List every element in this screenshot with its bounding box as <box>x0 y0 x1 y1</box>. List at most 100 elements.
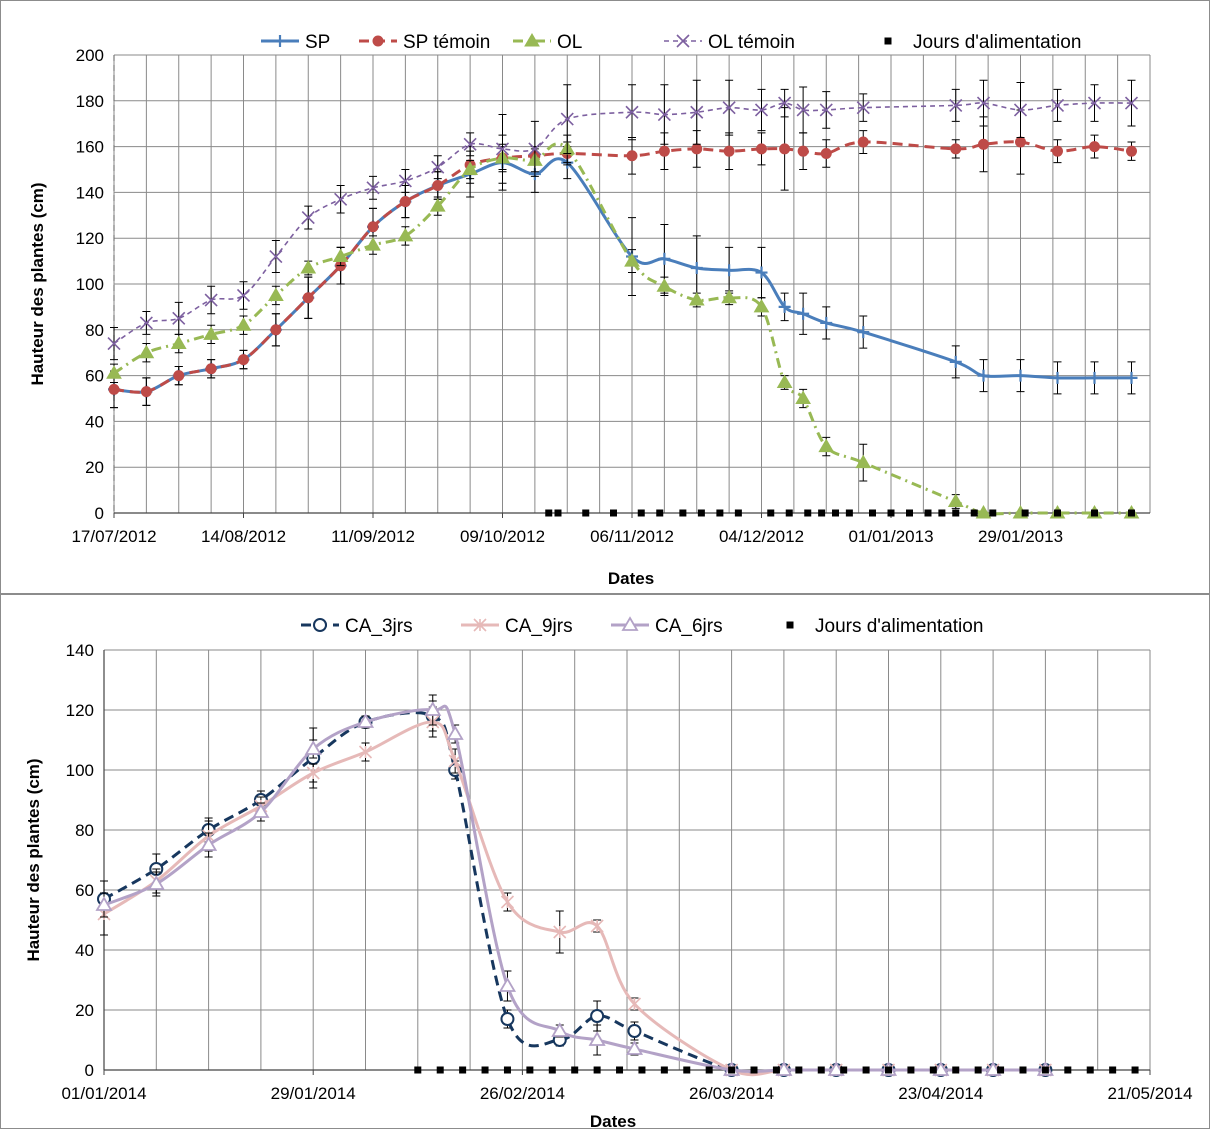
chart-0-data-point <box>869 509 876 517</box>
chart-0-x-axis-title: Dates <box>608 569 654 588</box>
chart-1-data-point <box>929 1066 937 1074</box>
chart-0-data-point <box>949 355 962 368</box>
chart-0-data-point <box>688 292 705 306</box>
chart-0-data-point <box>528 142 542 156</box>
chart-0-data-point <box>367 221 379 233</box>
chart-0-data-point <box>106 365 122 379</box>
chart-1-ytick-label: 100 <box>66 761 94 780</box>
chart-1-data-point <box>588 1031 606 1046</box>
chart-0-series-4 <box>545 509 1135 517</box>
chart-0-data-point <box>205 363 217 375</box>
chart-1-data-point <box>772 1066 780 1074</box>
chart-panel-2: 0 20 40 60 80 100 120 140 01/01/2014 29/01/2014 26… <box>0 594 1210 1130</box>
chart-0-data-point <box>820 147 832 159</box>
chart-1-data-point <box>974 1066 982 1074</box>
chart-1-ytick-label: 20 <box>75 1001 94 1020</box>
chart-1-data-point <box>481 1066 489 1074</box>
chart-0-data-point <box>658 252 671 265</box>
chart-1-xtick-label: 21/05/2014 <box>1107 1084 1192 1103</box>
chart-1-ytick-label: 80 <box>75 821 94 840</box>
chart-0-data-point <box>204 293 218 307</box>
chart-1-data-point <box>997 1066 1005 1074</box>
chart-0-data-point <box>657 107 671 122</box>
chart-0-ytick-label: 0 <box>95 504 104 523</box>
chart-0-data-point <box>1051 371 1064 384</box>
chart-0-data-point <box>753 298 770 313</box>
chart-1-data-point <box>840 1066 848 1074</box>
chart-0-data-point <box>938 509 946 517</box>
chart-0-data-point <box>797 307 810 320</box>
chart-1-legend-marker <box>473 618 487 632</box>
chart-0-data-point <box>679 509 687 517</box>
chart-0-ytick-label: 40 <box>85 412 104 431</box>
chart-1-data-point <box>526 1066 534 1074</box>
chart-0-ytick-label: 180 <box>76 92 104 111</box>
chart-1-series-line <box>103 704 1046 1073</box>
chart-0-data-point <box>170 335 187 350</box>
chart-1-data-point <box>436 1066 444 1074</box>
chart-0-data-point <box>795 390 811 404</box>
chart-1-data-point <box>252 803 270 818</box>
chart-0-data-point <box>582 509 590 517</box>
chart-0-data-point <box>970 509 978 517</box>
chart-0-data-point <box>1124 96 1139 110</box>
chart-0-data-point <box>398 174 412 188</box>
chart-1-data-point <box>147 875 165 890</box>
chart-1-data-point <box>356 713 375 728</box>
chart-0-data-point <box>431 160 445 174</box>
chart-0-data-point <box>238 354 249 366</box>
chart-0-data-point <box>399 196 411 208</box>
chart-1-legend-marker <box>621 616 639 631</box>
chart-0-data-point <box>108 383 120 395</box>
chart-1-data-point <box>548 1066 556 1074</box>
chart-1-data-point <box>358 745 373 759</box>
chart-1-data-point <box>500 895 515 909</box>
chart-0-data-point <box>1091 509 1098 517</box>
chart-1-data-point <box>660 1066 668 1074</box>
chart-1-legend-label: CA_3jrs <box>345 616 413 637</box>
chart-1-xtick-label: 29/01/2014 <box>271 1084 356 1103</box>
chart-0-ytick-label: 60 <box>85 367 104 386</box>
chart-0-data-point <box>429 198 446 212</box>
chart-0-data-point <box>1050 98 1065 112</box>
chart-0-data-point <box>656 509 664 517</box>
chart-1-legend: CA_3jrs CA_9jrs CA_6jrs Jours d'alimentatio… <box>301 616 983 637</box>
chart-0-data-point <box>138 344 155 359</box>
chart-0-data-point <box>365 237 381 251</box>
chart-0-data-point <box>463 137 477 151</box>
chart-0-ytick-label: 140 <box>76 183 104 202</box>
chart-0-y-axis-title: Hauteur des plantes (cm) <box>28 182 47 385</box>
chart-0-data-point <box>1128 509 1135 517</box>
chart-0-data-point <box>332 248 349 263</box>
chart-panel-1: 0 20 40 60 80 100 120 140 160 180 200 17/07/2012 14/… <box>0 0 1210 594</box>
chart-1-data-point <box>795 1066 803 1074</box>
chart-0-data-point <box>947 493 964 508</box>
chart-0-xtick-label: 01/01/2013 <box>848 527 933 546</box>
chart-0-data-point <box>172 311 186 325</box>
chart-0-legend-marker <box>676 34 690 48</box>
chart-0-data-point <box>1125 371 1138 384</box>
chart-0-series-line <box>113 142 1132 516</box>
chart-1-data-point <box>1041 1066 1049 1074</box>
chart-1-data-point <box>95 896 113 911</box>
chart-0-ytick-label: 100 <box>76 275 104 294</box>
chart-1-data-point <box>638 1066 646 1074</box>
chart-1-data-point <box>590 919 604 933</box>
chart-0-data-point <box>658 145 670 157</box>
chart-0-data-point <box>845 509 853 517</box>
chart-0-data-point <box>797 145 809 157</box>
chart-0-data-point <box>560 112 574 126</box>
chart-0-data-point <box>173 370 185 382</box>
chart-1-data-point <box>750 1066 758 1074</box>
chart-0-series-0 <box>108 134 1138 409</box>
chart-0-data-point <box>779 143 791 155</box>
chart-1-data-point <box>775 1061 793 1076</box>
chart-1-data-point <box>817 1066 825 1074</box>
chart-0-data-point <box>976 96 991 110</box>
chart-0-data-point <box>269 249 283 264</box>
chart-0-data-point <box>637 509 645 517</box>
chart-0-series-line <box>113 157 1132 394</box>
chart-0-xtick-label: 11/09/2012 <box>331 527 415 546</box>
chart-1-data-point <box>500 1012 515 1026</box>
chart-1-data-point <box>932 1061 950 1076</box>
